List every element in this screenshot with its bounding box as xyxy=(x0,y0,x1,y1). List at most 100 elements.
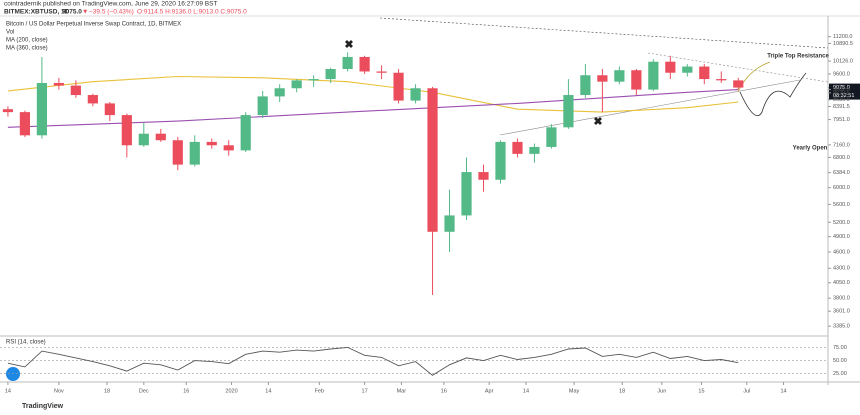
x-tick-label: May xyxy=(569,388,580,394)
y-tick-label: 10890.5 xyxy=(833,41,853,47)
price-tag xyxy=(829,83,860,100)
candle-body xyxy=(648,61,659,90)
y-tick-label: 8391.5 xyxy=(833,104,850,110)
publisher: cointradernik published on TradingView.c… xyxy=(4,1,217,8)
x-tick-label: Jun xyxy=(657,388,666,394)
y-tick-label: 6384.0 xyxy=(833,170,850,176)
candle-body xyxy=(155,133,166,141)
annotation: Yearly Open xyxy=(793,146,828,152)
candle-body xyxy=(614,70,625,82)
x-tick-label: 15 xyxy=(698,388,704,394)
candle-body xyxy=(580,75,591,96)
candle-body xyxy=(512,141,523,154)
x-tick-label: Jul xyxy=(743,388,750,394)
y-tick-label: 3800.0 xyxy=(833,296,850,302)
change-arrow: ▼ xyxy=(82,9,88,16)
candle-body xyxy=(716,79,727,81)
candle-body xyxy=(376,71,387,73)
y-tick-label: 9075.0 xyxy=(833,85,850,91)
y-tick-label: 9600.0 xyxy=(833,71,850,77)
candle-body xyxy=(308,79,319,81)
candle-body xyxy=(257,96,268,116)
x-tick-label: Dec xyxy=(139,388,149,394)
candle-body xyxy=(529,146,540,154)
y-tick-label: 8630.0 xyxy=(833,97,850,103)
legend-instrument: Bitcoin / US Dollar Perpetual Inverse Sw… xyxy=(6,22,181,28)
annotation: Triple Top Resistance xyxy=(767,54,829,60)
y-tick-label: 4050.0 xyxy=(833,280,850,286)
x-tick-label: 2020 xyxy=(225,388,237,394)
candle-body xyxy=(53,82,64,86)
candle-body xyxy=(546,127,557,147)
candle-body xyxy=(138,133,149,146)
x-marker: ✖ xyxy=(344,39,353,51)
candle-body xyxy=(223,145,234,151)
trendline xyxy=(379,17,829,49)
candle-body xyxy=(36,82,47,136)
candle-body xyxy=(121,115,132,146)
candle-body xyxy=(19,112,31,136)
x-tick-label: Nov xyxy=(54,388,64,394)
rsi-line xyxy=(7,346,739,376)
candle-body xyxy=(410,88,421,101)
candle-body xyxy=(342,56,353,69)
x-tick-label: 14 xyxy=(265,388,271,394)
countdown: 08:32:51 xyxy=(833,93,854,99)
rsi-tick-label: 75.00 xyxy=(833,345,847,351)
legend-volume: Vol xyxy=(6,30,14,36)
y-tick-label: 4600.0 xyxy=(833,249,850,255)
ohlc: O:9114.5 H:9136.0 L:9013.0 C:9075.0 xyxy=(137,9,247,16)
candle-body xyxy=(563,95,574,128)
footer-brand: TradingView xyxy=(22,403,64,410)
candle-body xyxy=(461,172,472,216)
candle-body xyxy=(172,140,183,165)
y-tick-label: 3385.0 xyxy=(833,324,850,330)
candle-body xyxy=(87,95,98,104)
x-tick-label: 18 xyxy=(104,388,110,394)
candle-body xyxy=(682,66,693,73)
moving-average xyxy=(7,75,739,113)
x-tick-label: 14 xyxy=(780,388,786,394)
candle-body xyxy=(444,215,455,232)
projection xyxy=(739,72,807,117)
y-tick-label: 11200.0 xyxy=(833,34,852,40)
x-tick-label: 14 xyxy=(5,388,11,394)
x-tick-label: 16 xyxy=(183,388,189,394)
candle-body xyxy=(291,80,302,89)
change: −39.5 (−0.43%) xyxy=(89,9,134,16)
candle-body xyxy=(665,61,676,73)
rsi-tick-label: 50.00 xyxy=(833,358,847,364)
x-tick-label: Apr xyxy=(485,388,494,394)
symbol: BITMEX:XBTUSD, 1D xyxy=(4,9,70,16)
candle-body xyxy=(478,172,489,180)
candle-body xyxy=(733,80,744,88)
candle-body xyxy=(325,68,336,80)
candle-body xyxy=(104,103,115,116)
rsi-title: RSI (14, close) xyxy=(6,340,46,346)
candle-body xyxy=(274,88,285,97)
y-tick-label: 5200.0 xyxy=(833,220,850,226)
y-tick-label: 7951.0 xyxy=(833,117,850,123)
candle-body xyxy=(699,66,710,80)
legend-entry: MA (360, close) xyxy=(6,46,48,52)
y-tick-label: 9002.5 xyxy=(833,87,850,93)
candle-body xyxy=(427,88,438,232)
x-tick-label: Feb xyxy=(315,388,324,394)
y-tick-label: 5600.0 xyxy=(833,202,850,208)
y-tick-label: 3601.0 xyxy=(833,309,850,315)
candle-body xyxy=(393,72,404,101)
x-tick-label: 16 xyxy=(441,388,447,394)
y-tick-label: 4300.0 xyxy=(833,266,850,272)
y-tick-label: 7160.0 xyxy=(833,142,850,148)
x-tick-label: 14 xyxy=(523,388,529,394)
x-marker: ✖ xyxy=(593,116,602,128)
candle-body xyxy=(359,56,370,72)
x-tick-label: 18 xyxy=(619,388,625,394)
candle-body xyxy=(206,141,217,146)
legend-entry: MA (200, close) xyxy=(6,38,48,44)
last-price: 9075.0 xyxy=(62,9,82,16)
candle-body xyxy=(2,109,14,113)
projection xyxy=(737,61,771,93)
candle-body xyxy=(189,141,200,165)
